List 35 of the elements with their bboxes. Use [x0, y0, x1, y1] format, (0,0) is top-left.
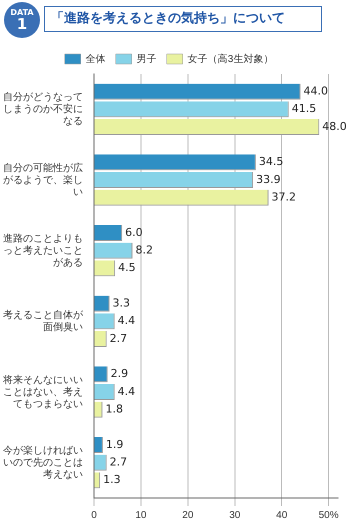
data-label: 41.5 [292, 102, 316, 116]
data-label: 4.4 [118, 314, 136, 328]
y-tick-label: 自分の可能性が広がるようで、楽しい [3, 162, 83, 198]
x-tick-label: 40 [276, 510, 288, 521]
data-label: 44.0 [303, 84, 328, 98]
data-label: 3.3 [112, 296, 130, 310]
data-label: 8.2 [135, 244, 153, 257]
x-tick-label: 10 [135, 510, 147, 521]
chart-title: 「進路を考えるときの気持ち」について [44, 6, 322, 32]
legend-label: 女子（高3生対象） [188, 52, 274, 65]
y-tick-label: 自分がどうなってしまうのか不安になる [3, 91, 83, 128]
legend-label: 全体 [86, 52, 106, 65]
data-label: 4.4 [118, 384, 136, 398]
data-label: 4.5 [118, 261, 136, 274]
legend-label: 男子 [136, 54, 157, 65]
x-tick-label: 0 [91, 510, 98, 521]
data-label: 2.7 [110, 456, 128, 469]
text: DATA 1 [9, 8, 35, 32]
data-label: 34.5 [258, 155, 284, 168]
y-tick-label: 将来そんなにいいことはない、考えてもつまらない [2, 374, 83, 410]
data-label: 1.3 [103, 473, 121, 486]
data-label: 1.8 [105, 402, 123, 416]
data-label: 48.0 [322, 120, 347, 133]
x-tick-label: 30 [229, 510, 241, 521]
data-label: 37.2 [272, 190, 296, 204]
data-label: 2.9 [110, 367, 128, 380]
data-label: 33.9 [256, 172, 281, 186]
data-label: 2.7 [110, 332, 128, 345]
data-label: 6.0 [125, 226, 143, 239]
x-tick-label: 50% [318, 510, 339, 521]
y-tick-label: 今が楽しければいいので先のことは考えない [3, 444, 83, 480]
y-tick-label: 考えること自体が面倒臭い [3, 309, 84, 334]
y-tick-label: 進路のことよりもっと考えたいことがある [3, 232, 83, 268]
data-label: 1.9 [106, 438, 124, 451]
x-tick-label: 20 [182, 510, 194, 521]
